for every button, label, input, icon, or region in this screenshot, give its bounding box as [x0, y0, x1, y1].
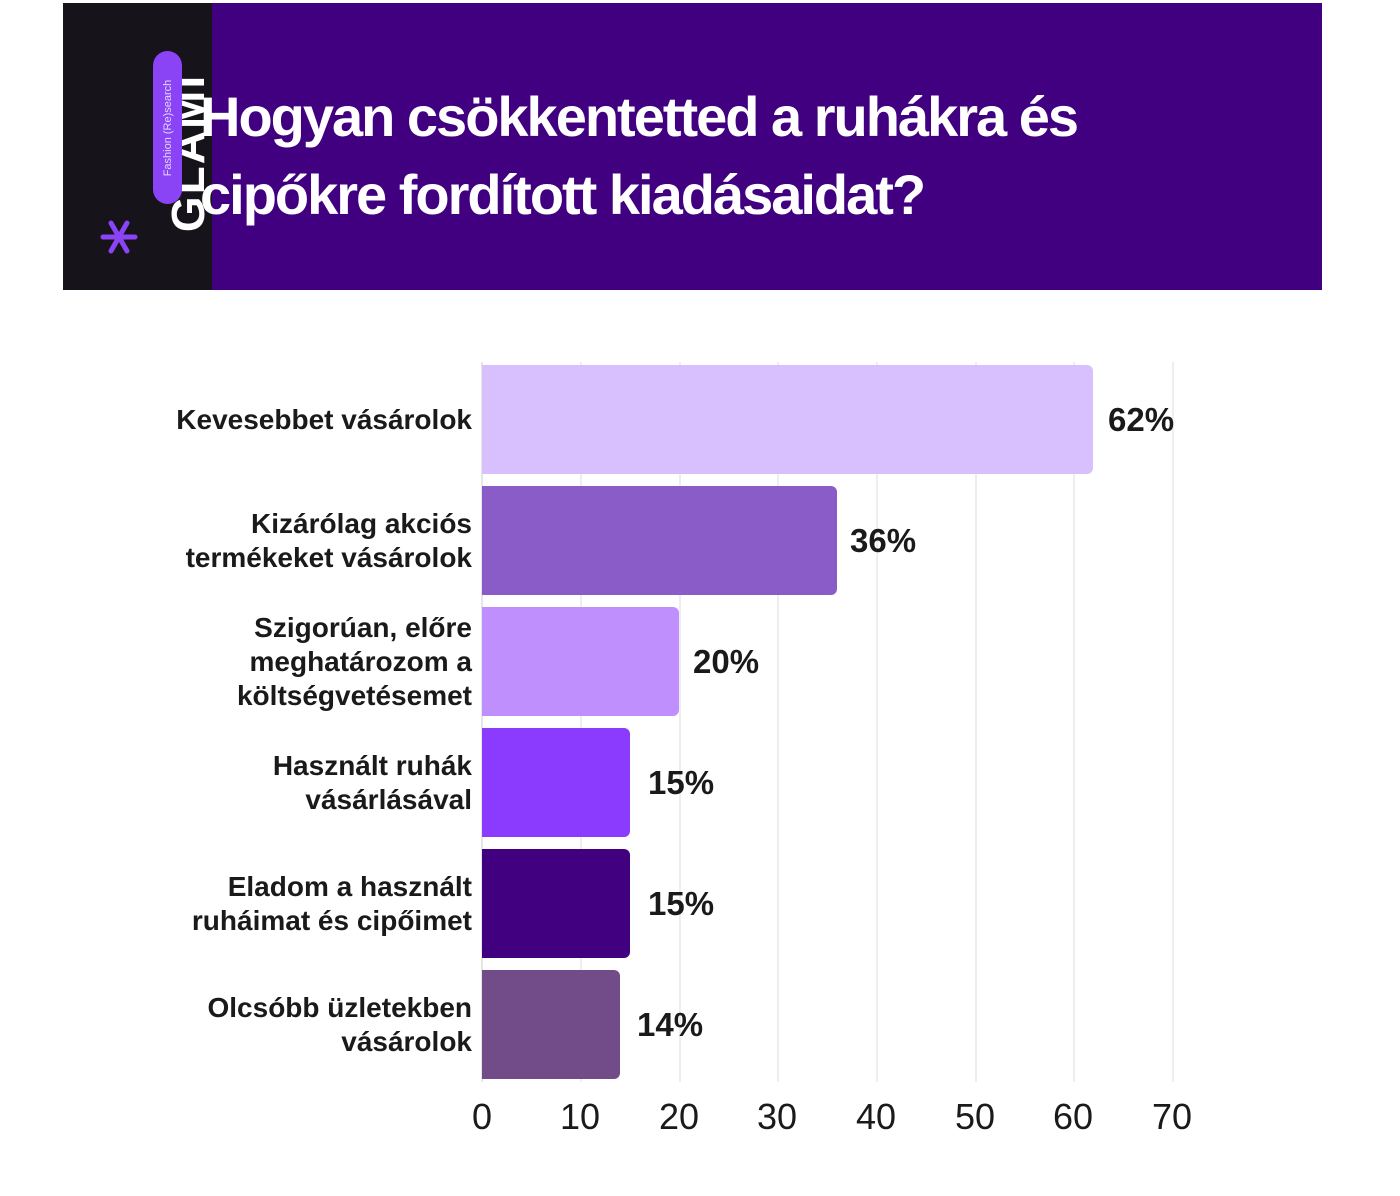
category-label: Szigorúan, előre meghatározom a költségv… [236, 611, 472, 711]
x-tick: 0 [471, 1096, 493, 1137]
value-label: 14% [637, 1005, 704, 1043]
chart-header: GLAMI Fashion (Re)search [63, 3, 1322, 290]
bar-koltsegvetes [482, 607, 679, 716]
category-label: Használt ruhák vásárlásával [272, 749, 472, 815]
x-tick: 30 [756, 1096, 798, 1137]
gridline-10 [580, 362, 582, 1082]
category-label: Kevesebbet vásárolok [176, 403, 472, 435]
x-tick: 50 [954, 1096, 996, 1137]
x-tick: 70 [1151, 1096, 1193, 1137]
category-label: Kizárólag akciós termékeket vásárolok [185, 507, 472, 573]
gridline-30 [777, 362, 779, 1082]
x-tick: 10 [559, 1096, 601, 1137]
x-tick: 20 [658, 1096, 700, 1137]
chart-title: Hogyan csökkentetted a ruhákra és cipőkr… [200, 85, 1079, 226]
value-label: 62% [1108, 400, 1175, 438]
gridline-40 [876, 362, 878, 1082]
category-label: Eladom a használt ruháimat és cipőimet [191, 870, 472, 936]
brand-tagline-pill: Fashion (Re)search [153, 51, 182, 204]
bar-kevesebbet-vasarolok [482, 365, 1093, 474]
value-label: 36% [850, 521, 917, 559]
x-tick: 40 [855, 1096, 897, 1137]
value-label: 20% [693, 642, 760, 680]
y-axis-line [481, 362, 483, 1082]
bar-akcios-termekek [482, 486, 837, 595]
asterisk-icon [100, 220, 138, 254]
value-label: 15% [648, 763, 715, 801]
x-tick: 60 [1052, 1096, 1094, 1137]
category-label: Olcsóbb üzletekben vásárolok [207, 991, 473, 1057]
gridline-20 [679, 362, 681, 1082]
bar-eladom-hasznalt [482, 849, 630, 958]
gridline-60 [1073, 362, 1075, 1082]
value-label: 15% [648, 884, 715, 922]
gridline-70 [1172, 362, 1174, 1082]
gridline-50 [975, 362, 977, 1082]
bar-olcsobb-uzletek [482, 970, 620, 1079]
glami-logo: GLAMI Fashion (Re)search [63, 3, 214, 290]
bar-hasznalt-ruhak-vasarlasa [482, 728, 630, 837]
